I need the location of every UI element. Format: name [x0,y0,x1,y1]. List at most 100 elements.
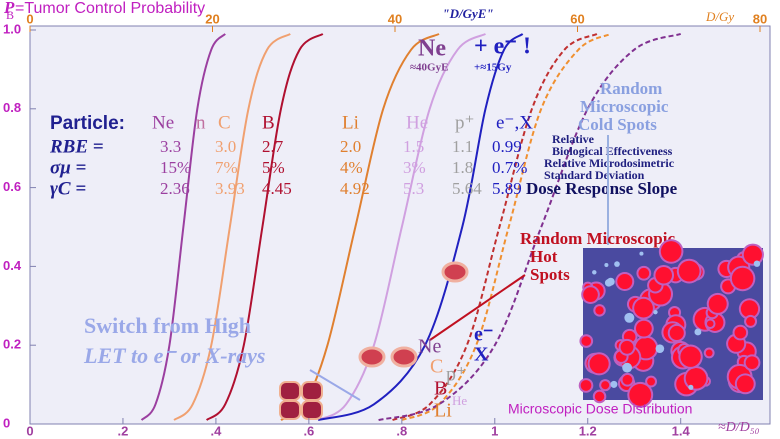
x-tick-label: 1 [491,423,498,438]
table-cell: 3% [403,158,426,177]
title: =Tumor Control Probability [15,0,205,17]
hot-spot [601,381,610,390]
table-cell: 2.0 [340,137,361,156]
table: Particle: Ne n C B Li He p⁺ e⁻,X RBE = 3.3 3.0 2.7 2… [49,112,533,199]
cell-icon [279,400,301,420]
table-cell: 15% [160,158,191,177]
curve-label: e⁻ [474,324,493,346]
table-particle: He [406,112,428,133]
hot-spot [660,241,682,262]
hot-spot [589,354,609,374]
table-row-label: σμ = [50,157,86,178]
x2-tick-label: 0 [26,11,33,26]
hot-spot [655,266,673,284]
hot-spot [635,337,657,359]
top-axis-label: D/Gy [705,9,734,24]
curves [140,32,682,422]
annotation: Spots [530,265,570,284]
curve [205,33,324,421]
curve [401,33,612,422]
hot-spot [740,300,759,318]
y-tick-label: 1.0 [3,21,21,36]
table-particle: n [196,112,206,133]
curve-label: He [452,393,467,408]
x2-tick-label: 60 [570,11,584,26]
annotation: Ne [418,36,446,62]
cold-spot [604,263,609,268]
curve [378,32,682,422]
hot-spot [746,316,756,326]
x2-tick-label: 20 [205,11,219,26]
hot-spot [635,320,652,337]
hot-spot [580,380,592,391]
cold-spot [604,279,613,287]
table-particle: Ne [152,112,174,133]
curve [140,33,226,421]
curve-label: C [430,356,443,378]
hot-spot [595,306,604,315]
table-cell: 2.36 [160,179,190,198]
table-cell: 4% [340,158,363,177]
table-particle: Li [342,112,359,133]
cold-spot [622,362,633,373]
cell-icon [390,346,418,368]
cold-spot [639,251,644,256]
table-cell: 0.7% [492,158,527,177]
x-tick-label: 1.4 [672,423,691,438]
annotation: Microscopic Dose Distribution [508,401,692,417]
cold-spot [655,344,665,353]
table-cell: 7% [215,158,238,177]
table-cell: 3.93 [215,179,245,198]
table-row-label: γC = [50,178,86,199]
table-cell: 5.64 [452,179,482,198]
hot-spot [731,267,754,290]
cells [279,261,469,420]
hot-spot [708,294,727,313]
table-cell: 2.7 [262,137,284,156]
annotation: + e⁻ ! [474,34,531,60]
x-tick-label: .6 [303,423,314,438]
table-cell: 5.89 [492,179,522,198]
curve-label: Li [434,400,452,422]
y-tick-label: 0.8 [3,100,21,115]
cold-spot [694,328,702,336]
cold-spot [592,270,597,275]
cell-icon [441,261,469,283]
cold-spot [653,309,658,315]
arrow [309,369,361,401]
table-row-label: RBE = [49,136,104,157]
annotation: Standard Deviation [544,168,645,182]
cell-icon [279,381,301,401]
table-header: Particle: [50,113,125,134]
y-tick-label: 0.2 [3,337,21,352]
cell-icon [301,400,323,420]
curve [392,33,598,422]
table-particle: C [218,112,231,133]
table-cell: 5% [262,158,285,177]
curve [317,33,524,422]
cold-spot [610,380,618,388]
x-tick-label: .8 [396,423,407,438]
table-cell: 1.5 [403,137,424,156]
annotation: Switch from High [84,313,251,338]
x-tick-label: .4 [210,423,222,438]
annotation: Microscopic [580,97,669,116]
table-cell: 1.8 [452,158,473,177]
curve-label: Ne [418,336,441,358]
table-particle: p⁺ [455,112,475,133]
y-tick-label: 0.6 [3,179,21,194]
hot-spot [647,377,656,386]
arrow [429,274,526,341]
table-cell: 3.3 [160,137,181,156]
dose-map: Microscopic Dose Distribution [508,239,764,417]
cold-spot [753,260,761,267]
annotation: Biological Effectiveness [552,144,673,158]
table-cell: 1.1 [452,137,473,156]
x-tick-label: 0 [26,423,33,438]
annotation: Relative [552,132,595,146]
hot-spot [617,273,633,290]
x-tick-label: 1.2 [579,423,597,438]
y-tick-label: 0 [3,415,10,430]
hot-spot [706,320,714,327]
